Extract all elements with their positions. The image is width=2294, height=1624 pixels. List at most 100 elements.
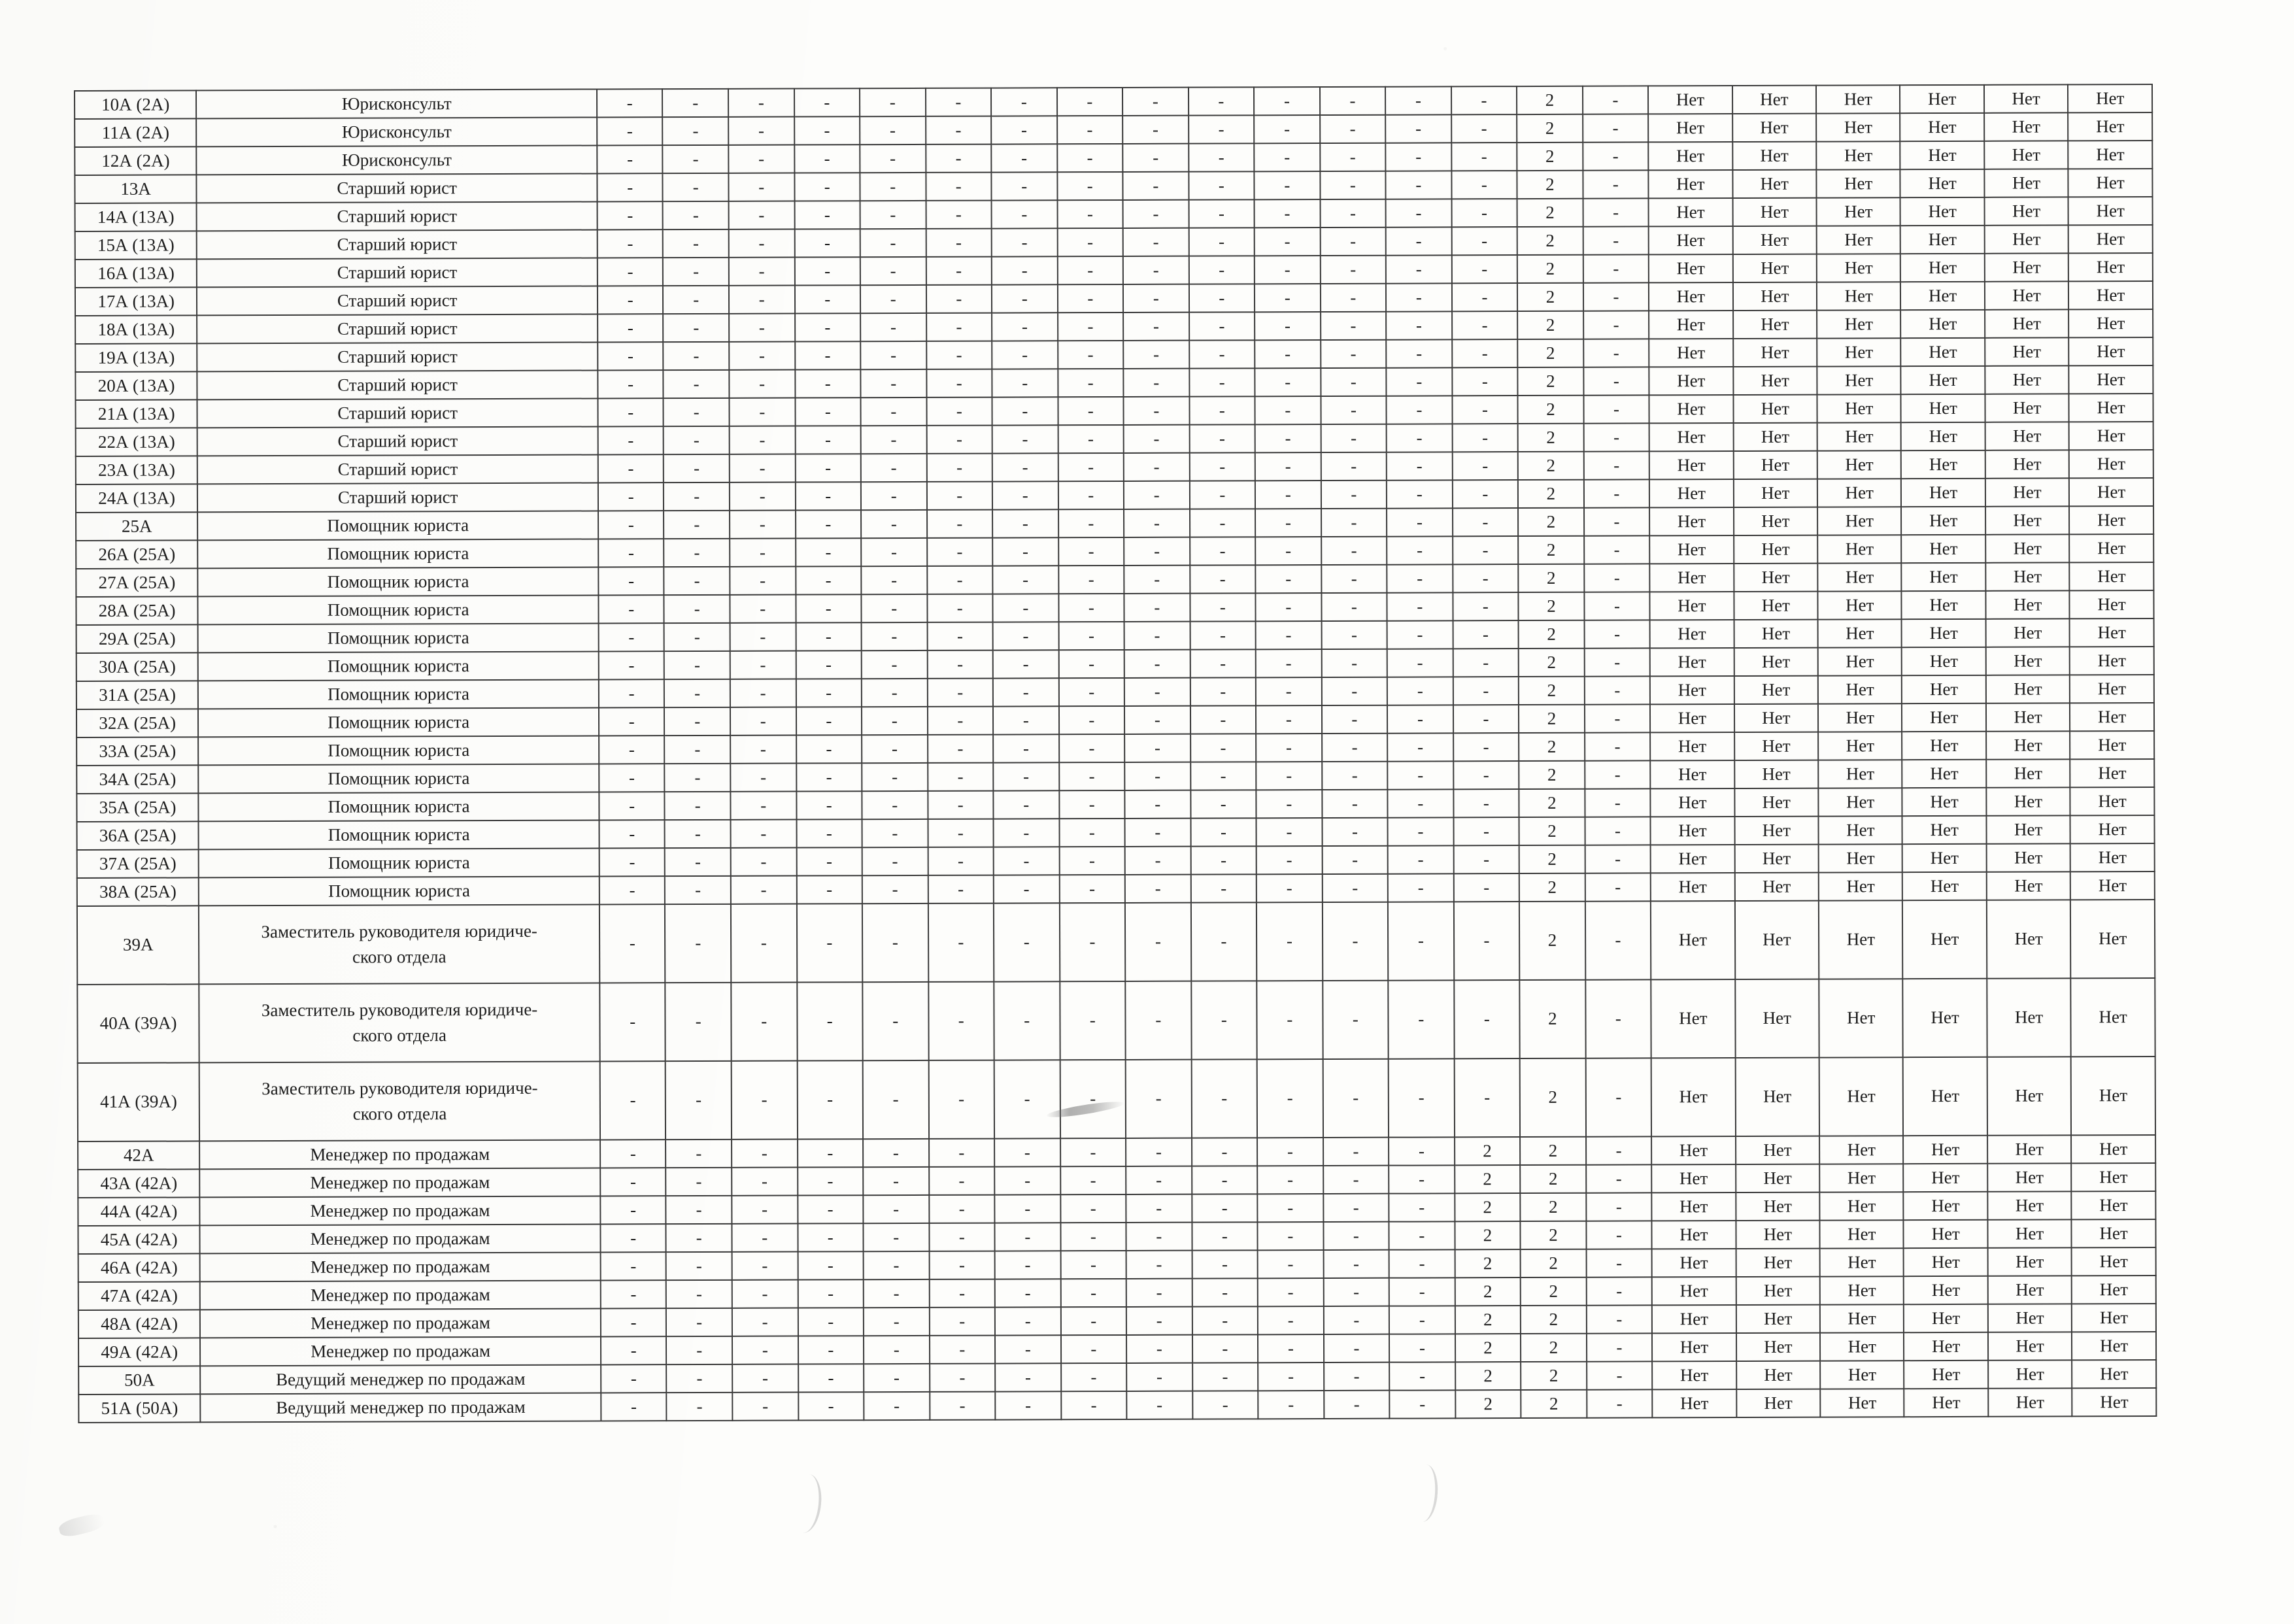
no-value-cell: Нет (1649, 592, 1734, 620)
no-value-cell: Нет (1984, 169, 2068, 197)
stray-smudge-bottom-left (57, 1511, 107, 1540)
no-value-cell: Нет (1734, 732, 1819, 761)
dash-cell: - (1123, 284, 1189, 313)
dash-cell: - (664, 426, 730, 455)
no-value-cell: Нет (1986, 787, 2070, 816)
dash-cell: - (666, 1308, 732, 1337)
dash-cell: - (1255, 340, 1321, 369)
dash-cell: - (599, 736, 665, 764)
no-value-cell: Нет (1650, 788, 1735, 817)
dash-cell: - (1388, 980, 1455, 1059)
dash-cell: - (1453, 592, 1519, 621)
dash-cell: - (993, 819, 1060, 847)
dash-cell-trailing: - (1584, 760, 1651, 789)
dash-cell: - (993, 847, 1060, 875)
no-value-cell: Нет (1648, 142, 1733, 171)
position-title-line-1: Заместитель руководителя юридиче- (261, 999, 538, 1020)
no-value-cell: Нет (1816, 197, 1901, 226)
dash-cell: - (795, 594, 862, 623)
dash-cell: - (1190, 762, 1257, 790)
dash-cell: - (1256, 846, 1323, 875)
no-value-cell: Нет (1817, 535, 1902, 564)
row-id-cell: 33А (25А) (76, 737, 199, 766)
count-cell-secondary: 2 (1455, 1306, 1521, 1334)
dash-cell: - (1385, 255, 1452, 284)
dash-cell: - (1452, 508, 1519, 537)
no-value-cell: Нет (1819, 1057, 1904, 1136)
dash-cell-trailing: - (1586, 1389, 1653, 1418)
dash-cell: - (662, 116, 729, 146)
dash-cell: - (598, 426, 664, 455)
dash-cell: - (1388, 1058, 1455, 1138)
no-value-cell: Нет (2068, 394, 2153, 422)
dash-cell: - (1320, 255, 1387, 284)
dash-cell: - (1122, 256, 1189, 284)
dash-cell: - (1453, 873, 1520, 902)
dash-cell: - (1387, 677, 1453, 705)
dash-cell: - (1321, 649, 1387, 678)
count-cell-secondary: 2 (1454, 1137, 1521, 1166)
no-value-cell: Нет (2070, 703, 2155, 732)
no-value-cell: Нет (1816, 226, 1901, 254)
row-id-cell: 22А (13А) (75, 428, 198, 456)
dash-cell: - (597, 229, 664, 258)
position-title-cell: Ведущий менеджер по продажам (200, 1393, 601, 1423)
dash-cell: - (1058, 621, 1124, 651)
dash-cell: - (1123, 368, 1190, 397)
dash-cell: - (1451, 143, 1517, 171)
dash-cell: - (797, 1060, 864, 1140)
dash-cell: - (664, 482, 730, 511)
dash-cell: - (795, 482, 862, 511)
dash-cell: - (1255, 537, 1321, 566)
table-body: 10А (2А) Юрисконсульт - - - - - - - - - - - - - -2- Нет Н… (75, 84, 2157, 1423)
dash-cell: - (1319, 143, 1386, 172)
no-value-cell: Нет (1817, 450, 1902, 479)
dash-cell: - (1189, 565, 1256, 594)
dash-cell: - (1060, 1362, 1127, 1392)
dash-cell: - (1057, 340, 1124, 369)
row-id-cell: 13А (75, 175, 197, 203)
no-value-cell: Нет (2070, 843, 2155, 872)
dash-cell: - (993, 706, 1059, 735)
dash-cell: - (929, 1251, 995, 1279)
dash-cell: - (862, 734, 928, 764)
count-cell-primary: 2 (1517, 170, 1583, 199)
no-value-cell: Нет (1904, 1247, 1988, 1277)
no-value-cell: Нет (2069, 618, 2154, 647)
no-value-cell: Нет (1987, 1332, 2072, 1361)
dash-cell: - (1189, 481, 1256, 509)
dash-cell: - (730, 566, 796, 595)
row-id-cell: 48А (42А) (78, 1310, 201, 1338)
dash-cell: - (663, 285, 730, 314)
no-value-cell: Нет (1736, 1361, 1821, 1390)
dash-cell: - (728, 285, 795, 314)
dash-cell: - (599, 983, 666, 1062)
dash-cell: - (1124, 677, 1190, 706)
no-value-cell: Нет (1652, 1333, 1736, 1362)
dash-cell: - (662, 173, 729, 202)
dash-cell: - (1322, 980, 1389, 1060)
dash-cell: - (1386, 339, 1452, 368)
dash-cell: - (991, 284, 1058, 313)
no-value-cell: Нет (1987, 1219, 2072, 1248)
dash-cell: - (1057, 199, 1123, 229)
dash-cell: - (1258, 1391, 1324, 1419)
dash-cell: - (1060, 1194, 1126, 1223)
no-value-cell: Нет (1652, 1361, 1736, 1390)
dash-cell: - (798, 1392, 864, 1421)
dash-cell: - (1188, 171, 1255, 200)
no-value-cell: Нет (1649, 339, 1733, 367)
dash-cell-trailing: - (1583, 507, 1650, 536)
dash-cell: - (1453, 649, 1519, 677)
dash-cell-trailing: - (1586, 1305, 1653, 1334)
no-value-cell: Нет (1732, 141, 1817, 171)
dash-cell: - (927, 706, 994, 735)
dash-cell: - (1060, 1250, 1126, 1279)
dash-cell: - (599, 764, 665, 792)
no-value-cell: Нет (1651, 1193, 1736, 1221)
no-value-cell: Нет (1734, 788, 1819, 817)
no-value-cell: Нет (1819, 1276, 1904, 1305)
dash-cell: - (991, 256, 1058, 285)
dash-cell: - (992, 678, 1059, 707)
dash-cell: - (730, 594, 796, 623)
